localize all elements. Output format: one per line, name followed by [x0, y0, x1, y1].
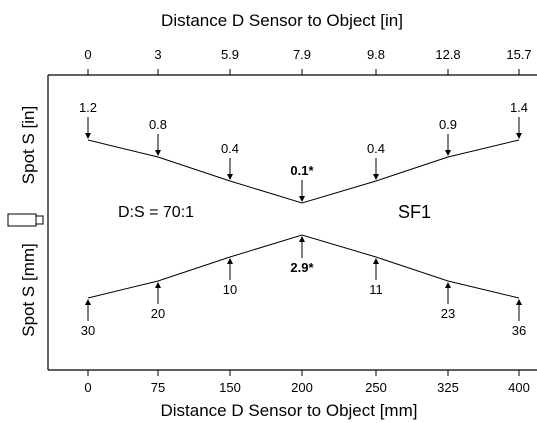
top-tick-label: 5.9: [221, 47, 239, 62]
spot-labels: 1.2 0.8 0.4 0.1* 0.4 0.9 1.4 30 20 10 2.9* 11 23 36: [79, 100, 528, 338]
arrow-down-head: [299, 196, 305, 202]
arrow-up-head: [516, 299, 522, 305]
model-label: SF1: [398, 202, 431, 222]
spot-in-value: 1.4: [510, 100, 528, 115]
spot-in-value: 0.4: [221, 141, 239, 156]
sensor-icon: [7, 213, 44, 227]
spot-in-value: 0.4: [367, 141, 385, 156]
spot-mm-label: Spot S [mm]: [19, 243, 38, 337]
arrow-down-head: [373, 174, 379, 180]
spot-in-value: 0.9: [439, 117, 457, 132]
bottom-tick-label: 200: [291, 380, 313, 395]
spot-mm-value: 2.9*: [290, 260, 314, 275]
bottom-tick-label: 400: [508, 380, 530, 395]
spot-mm-value: 36: [512, 323, 526, 338]
arrow-down-head: [85, 133, 91, 139]
spot-mm-value: 23: [441, 306, 455, 321]
spot-in-value: 1.2: [79, 100, 97, 115]
top-tick-label: 12.8: [435, 47, 460, 62]
arrow-up-head: [299, 236, 305, 242]
top-ticks: 0 3 5.9 7.9 9.8 12.8 15.7: [84, 47, 532, 75]
bottom-tick-label: 150: [219, 380, 241, 395]
arrow-up-head: [155, 282, 161, 288]
top-tick-label: 7.9: [293, 47, 311, 62]
arrow-up-head: [227, 258, 233, 264]
diagram-frame: [47, 74, 537, 371]
arrow-down-head: [445, 150, 451, 156]
bottom-ticks: 0 75 150 200 250 325 400: [84, 370, 530, 395]
spot-in-label: Spot S [in]: [19, 106, 38, 184]
top-tick-label: 15.7: [506, 47, 531, 62]
bottom-tick-label: 325: [437, 380, 459, 395]
arrow-down-head: [227, 174, 233, 180]
spot-mm-value: 30: [81, 323, 95, 338]
spot-mm-value: 11: [369, 282, 383, 297]
spot-arrows: [85, 117, 522, 321]
beam-line-bottom: [87, 234, 520, 299]
top-axis-title: Distance D Sensor to Object [in]: [161, 11, 403, 30]
arrow-up-head: [445, 282, 451, 288]
arrow-down-head: [155, 150, 161, 156]
bottom-tick-label: 0: [84, 380, 91, 395]
bottom-tick-label: 75: [151, 380, 165, 395]
bottom-axis-title: Distance D Sensor to Object [mm]: [161, 401, 418, 420]
bottom-tick-label: 250: [365, 380, 387, 395]
arrow-down-head: [516, 133, 522, 139]
spot-mm-value: 10: [223, 282, 237, 297]
beam-lines: [87, 139, 520, 299]
top-tick-label: 9.8: [367, 47, 385, 62]
spot-in-value: 0.8: [149, 117, 167, 132]
top-tick-label: 0: [84, 47, 91, 62]
spot-mm-value: 20: [151, 306, 165, 321]
beam-line-top: [87, 139, 520, 204]
arrow-up-head: [85, 299, 91, 305]
spot-in-value: 0.1*: [290, 163, 314, 178]
ratio-label: D:S = 70:1: [118, 204, 194, 221]
arrow-up-head: [373, 258, 379, 264]
top-tick-label: 3: [154, 47, 161, 62]
